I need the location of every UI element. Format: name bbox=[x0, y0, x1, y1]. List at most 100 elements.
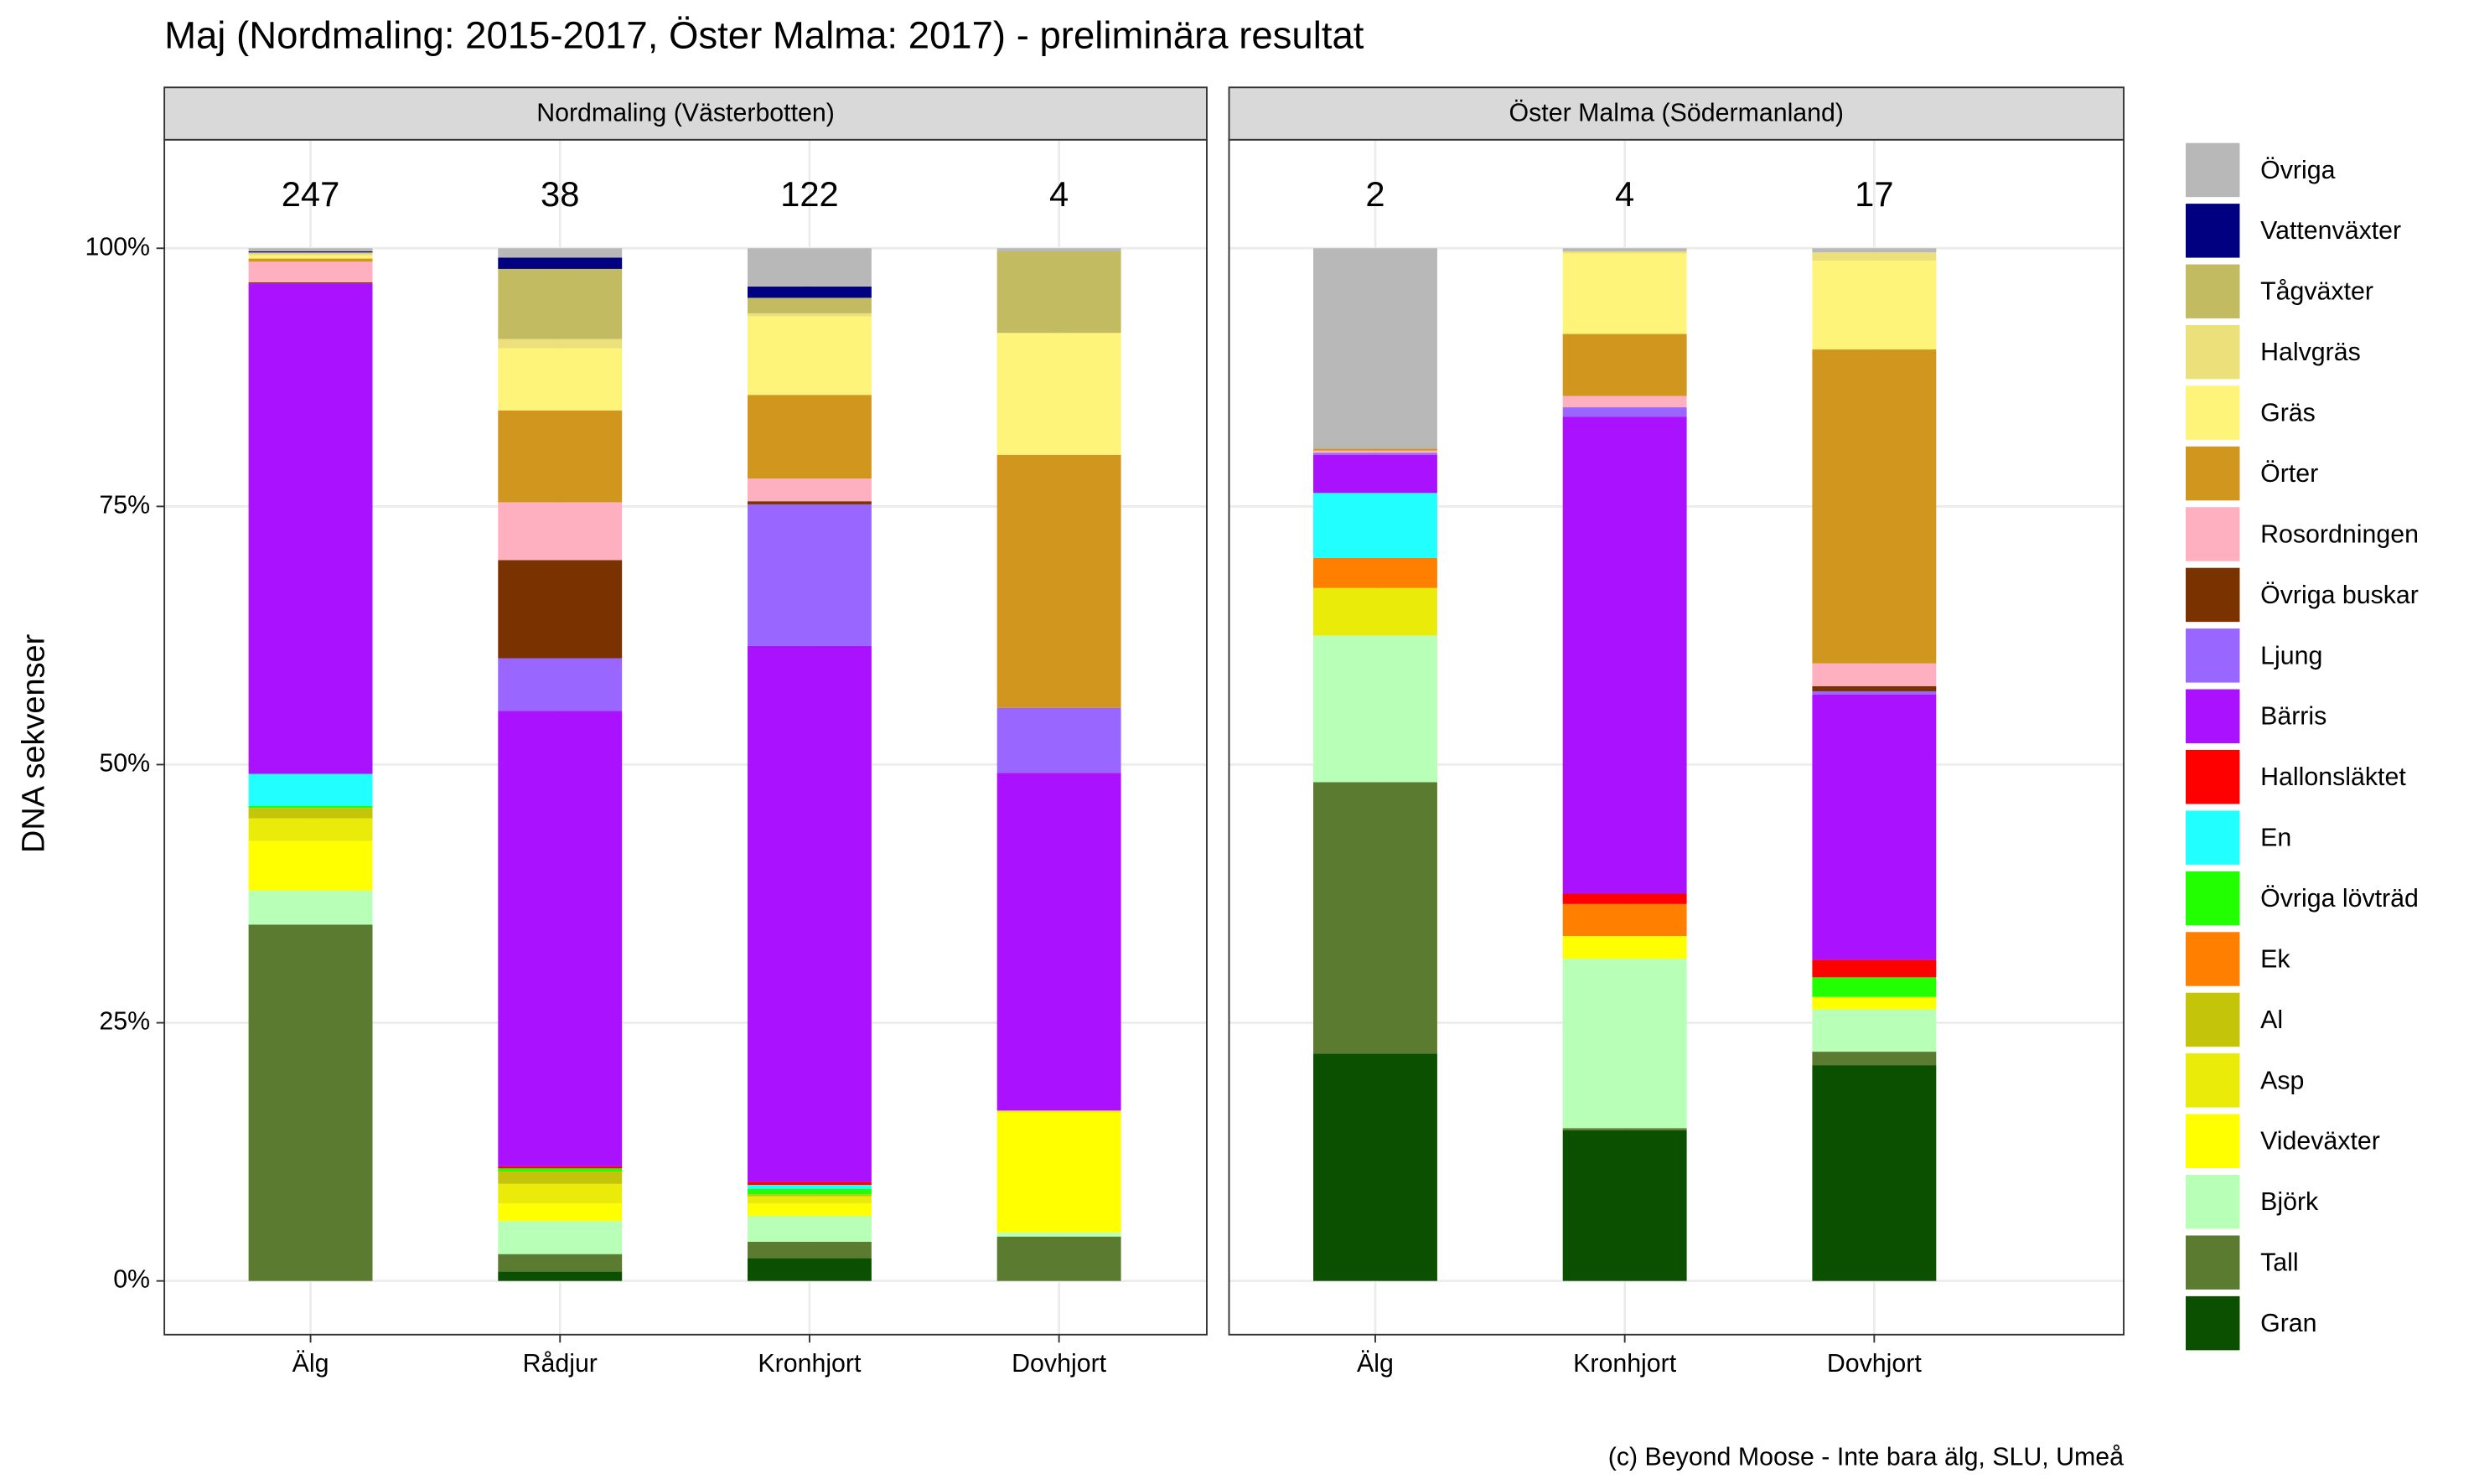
bar-segment bbox=[1562, 936, 1687, 959]
legend-key bbox=[2185, 1295, 2240, 1351]
bar-segment bbox=[1812, 248, 1937, 253]
bar-segment bbox=[996, 1110, 1121, 1113]
bar-segment bbox=[1313, 454, 1437, 494]
y-tick-label: 50% bbox=[99, 749, 150, 777]
legend-label: Bärris bbox=[2260, 703, 2326, 731]
bar-segment bbox=[248, 840, 373, 891]
bar-segment bbox=[248, 773, 373, 806]
bar-segment bbox=[747, 395, 872, 479]
bar-segment bbox=[1812, 252, 1937, 261]
bar-segment bbox=[747, 1188, 872, 1195]
bar-segment bbox=[498, 502, 623, 561]
bar-segment bbox=[996, 1232, 1121, 1237]
bar-segment bbox=[498, 1171, 623, 1184]
bar-segment bbox=[1562, 407, 1687, 417]
legend-key bbox=[2185, 992, 2240, 1047]
x-tick-label: Älg bbox=[1357, 1350, 1394, 1378]
legend-key bbox=[2185, 446, 2240, 501]
panel-border bbox=[163, 138, 1208, 1336]
bar-segment bbox=[498, 410, 623, 503]
bar-segment bbox=[498, 1166, 623, 1169]
bar-segment bbox=[1562, 893, 1687, 904]
bar-segment bbox=[747, 1182, 872, 1186]
legend-key bbox=[2185, 385, 2240, 440]
legend-label: Halvgräs bbox=[2260, 339, 2361, 366]
legend-label: Övriga buskar bbox=[2260, 582, 2419, 609]
bar-segment bbox=[1562, 1128, 1687, 1130]
legend-label: Ek bbox=[2260, 945, 2290, 973]
bar-segment bbox=[498, 1203, 623, 1222]
bar-segment bbox=[747, 248, 872, 287]
bar-segment bbox=[1562, 959, 1687, 1129]
bar-segment bbox=[248, 258, 373, 262]
bar-segment bbox=[498, 1271, 623, 1281]
bar-segment bbox=[1812, 1065, 1937, 1281]
bar-count: 4 bbox=[1049, 174, 1069, 214]
legend-key bbox=[2185, 567, 2240, 623]
bar-segment bbox=[498, 348, 623, 411]
x-tick-label: Kronhjort bbox=[1573, 1350, 1677, 1378]
bar-segment bbox=[1812, 690, 1937, 695]
bar-segment bbox=[747, 316, 872, 396]
bar-segment bbox=[1313, 557, 1437, 588]
bar-segment bbox=[498, 711, 623, 1166]
bar-segment bbox=[498, 257, 623, 269]
bar-segment bbox=[1812, 1052, 1937, 1066]
y-axis-label: DNA sekvenser bbox=[17, 634, 52, 853]
bar-segment bbox=[1313, 448, 1437, 451]
bar-segment bbox=[996, 248, 1121, 251]
bar-segment bbox=[498, 248, 623, 258]
legend-key bbox=[2185, 1235, 2240, 1290]
bar-segment bbox=[747, 1216, 872, 1242]
bar-segment bbox=[1812, 1009, 1937, 1052]
bar-segment bbox=[248, 805, 373, 809]
legend-label: Björk bbox=[2260, 1188, 2319, 1216]
bar-segment bbox=[747, 1241, 872, 1259]
bar-segment bbox=[1313, 587, 1437, 636]
bar-segment bbox=[1313, 782, 1437, 1054]
legend-label: Gran bbox=[2260, 1310, 2316, 1337]
legend-key bbox=[2185, 204, 2240, 258]
legend-label: Tågväxter bbox=[2260, 278, 2373, 306]
bar-segment bbox=[498, 1183, 623, 1204]
legend-key bbox=[2185, 1175, 2240, 1229]
bar-segment bbox=[248, 283, 373, 774]
bar-count: 2 bbox=[1365, 174, 1385, 214]
bar-segment bbox=[248, 252, 373, 254]
bar-segment bbox=[747, 1194, 872, 1197]
legend-label: Övriga lövträd bbox=[2260, 885, 2419, 913]
legend-label: Gräs bbox=[2260, 400, 2316, 427]
bar-segment bbox=[248, 282, 373, 284]
bar-segment bbox=[996, 333, 1121, 455]
bar-segment bbox=[498, 560, 623, 659]
bar-segment bbox=[498, 339, 623, 349]
bar-segment bbox=[747, 501, 872, 504]
bar-segment bbox=[498, 1221, 623, 1254]
bar-segment bbox=[1562, 253, 1687, 334]
bar-segment bbox=[747, 1203, 872, 1217]
legend-key bbox=[2185, 1053, 2240, 1108]
bar-segment bbox=[498, 658, 623, 711]
bar-segment bbox=[248, 924, 373, 1281]
bar-segment bbox=[1562, 903, 1687, 937]
legend-key bbox=[2185, 507, 2240, 561]
bar-segment bbox=[1562, 416, 1687, 894]
bar-segment bbox=[1562, 251, 1687, 254]
legend-key bbox=[2185, 689, 2240, 744]
bar-segment bbox=[248, 251, 373, 253]
bar-segment bbox=[498, 268, 623, 339]
bar-segment bbox=[1313, 635, 1437, 783]
x-tick-label: Dovhjort bbox=[1827, 1350, 1923, 1378]
bar-segment bbox=[248, 261, 373, 282]
legend-label: Rosordningen bbox=[2260, 520, 2419, 548]
legend-label: Vattenväxter bbox=[2260, 217, 2401, 245]
legend-label: Tall bbox=[2260, 1249, 2299, 1277]
legend-key bbox=[2185, 628, 2240, 683]
bar-segment bbox=[996, 251, 1121, 334]
bar-segment bbox=[1562, 1130, 1687, 1281]
bar-segment bbox=[747, 313, 872, 317]
bar-segment bbox=[1313, 493, 1437, 558]
legend-key bbox=[2185, 142, 2240, 198]
bar-segment bbox=[996, 1236, 1121, 1281]
